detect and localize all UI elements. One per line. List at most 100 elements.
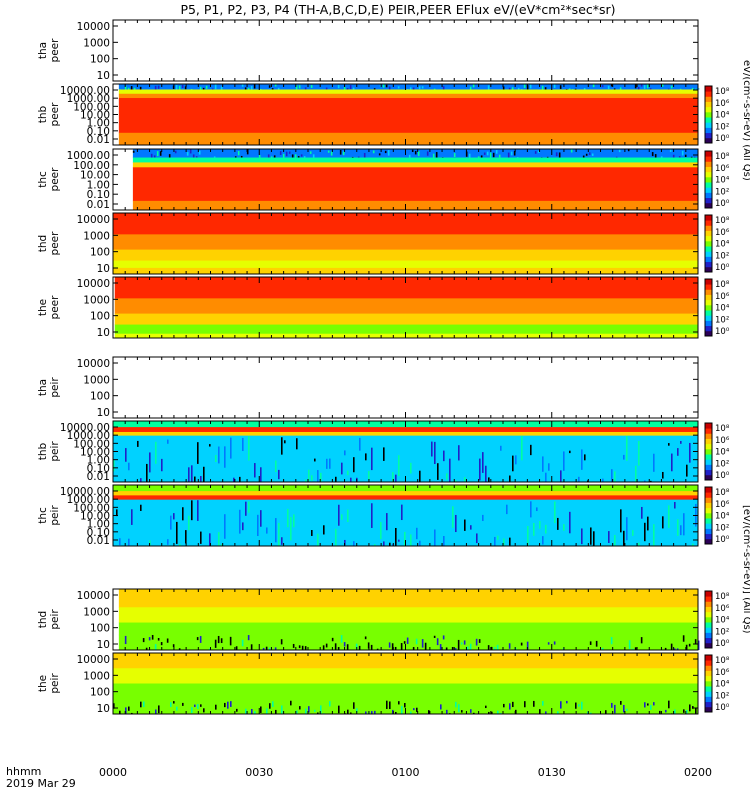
time-tick-label: 0000 xyxy=(99,766,127,779)
heatmap-band xyxy=(113,260,698,269)
colorbar-segment xyxy=(705,96,712,102)
panel-ylabel-probe: tha xyxy=(37,42,49,59)
heatmap-noise xyxy=(640,637,643,644)
heatmap-noise xyxy=(154,85,157,90)
heatmap-noise xyxy=(590,712,592,714)
heatmap-noise xyxy=(650,480,652,482)
heatmap-noise xyxy=(224,702,226,708)
colorbar-segment xyxy=(705,538,712,545)
heatmap-noise xyxy=(626,517,628,541)
heatmap-noise xyxy=(435,152,438,158)
heatmap-noise xyxy=(590,527,592,545)
panel-ylabel-instrument: peir xyxy=(49,609,61,630)
time-axis-label-date: 2019 Mar 29 xyxy=(6,777,76,790)
colorbar-tick-label: 10⁰ xyxy=(715,199,730,209)
heatmap-noise xyxy=(215,455,217,462)
y-tick-label: 10000 xyxy=(77,590,110,602)
heatmap-noise xyxy=(509,537,511,546)
colorbar-segment xyxy=(705,487,712,493)
heatmap-noise xyxy=(670,85,673,89)
heatmap-noise xyxy=(692,543,694,546)
heatmap-noise xyxy=(479,458,481,481)
heatmap-noise xyxy=(646,84,649,89)
heatmap-noise xyxy=(160,642,163,646)
heatmap-noise xyxy=(153,155,156,158)
heatmap-noise xyxy=(233,477,235,482)
heatmap-noise xyxy=(665,709,667,713)
heatmap-noise xyxy=(634,84,637,89)
colorbar-segment xyxy=(705,696,712,703)
heatmap-noise xyxy=(410,534,412,546)
heatmap-noise xyxy=(388,642,391,648)
heatmap-noise xyxy=(482,452,484,473)
heatmap-noise xyxy=(284,440,286,444)
time-tick-label: 0030 xyxy=(245,766,273,779)
heatmap-noise xyxy=(287,508,289,528)
heatmap-noise xyxy=(681,150,684,156)
panel-ylabel-instrument: peer xyxy=(49,167,61,192)
heatmap-noise xyxy=(140,701,142,708)
heatmap-noise xyxy=(275,709,277,714)
colorbar-segment xyxy=(705,225,712,231)
heatmap-noise xyxy=(424,642,427,650)
heatmap-noise xyxy=(322,645,325,650)
heatmap-noise xyxy=(326,458,328,469)
heatmap-noise xyxy=(308,469,310,482)
heatmap-noise xyxy=(235,646,238,650)
heatmap-noise xyxy=(329,701,331,707)
heatmap-noise xyxy=(585,153,588,156)
colorbar-tick-label: 10⁰ xyxy=(715,134,730,144)
heatmap-noise xyxy=(536,507,538,512)
heatmap-noise xyxy=(266,708,268,714)
panel-tha-peer: 10000 1000 100 10 tha peer xyxy=(37,19,699,82)
heatmap-noise xyxy=(671,453,673,472)
colorbar-segment xyxy=(705,691,712,697)
heatmap-noise xyxy=(694,639,697,645)
colorbar-segment xyxy=(705,528,712,535)
heatmap-noise xyxy=(489,152,492,158)
panel-ylabel-instrument: peir xyxy=(49,377,61,398)
heatmap-noise xyxy=(217,635,220,644)
colorbar-segment xyxy=(705,256,712,263)
heatmap-noise xyxy=(342,151,345,156)
heatmap-noise xyxy=(248,501,250,513)
colorbar-segment xyxy=(705,294,712,301)
heatmap-noise xyxy=(341,462,343,475)
heatmap-noise xyxy=(697,88,700,90)
heatmap-noise xyxy=(673,648,676,650)
heatmap-noise xyxy=(565,88,568,90)
colorbar-segment xyxy=(705,161,712,167)
heatmap-noise xyxy=(689,442,691,463)
heatmap-noise xyxy=(694,88,697,90)
heatmap-noise xyxy=(353,457,355,473)
heatmap-band xyxy=(113,431,698,437)
heatmap-noise xyxy=(358,645,361,650)
heatmap-noise xyxy=(262,647,265,650)
colorbar-segment xyxy=(705,240,712,247)
heatmap-noise xyxy=(143,701,145,708)
panel-ylabel-instrument: peer xyxy=(49,38,61,63)
heatmap-noise xyxy=(581,449,583,470)
colorbar-segment xyxy=(705,423,712,429)
heatmap-noise xyxy=(421,639,424,648)
heatmap-noise xyxy=(168,154,171,158)
panel-ylabel-probe: thb xyxy=(37,105,49,123)
colorbar-tick-label: 10⁶ xyxy=(715,99,730,109)
heatmap-noise xyxy=(383,541,385,546)
colorbar-segment xyxy=(705,443,712,450)
heatmap-noise xyxy=(350,712,352,714)
heatmap-noise xyxy=(503,538,505,546)
heatmap-noise xyxy=(347,709,349,714)
colorbar-segment xyxy=(705,166,712,173)
colorbar-segment xyxy=(705,192,712,199)
heatmap-noise xyxy=(373,88,376,90)
colorbar-tick-label: 10⁶ xyxy=(715,604,730,614)
panel-ylabel-instrument: peir xyxy=(49,441,61,462)
heatmap-noise xyxy=(272,701,274,707)
heatmap-noise xyxy=(297,156,300,158)
heatmap-noise xyxy=(470,709,472,713)
heatmap-noise xyxy=(195,156,198,158)
figure-title: P5, P1, P2, P3, P4 (TH-A,B,C,D,E) PEIR,P… xyxy=(180,2,615,17)
heatmap-noise xyxy=(537,150,540,153)
colorbar-segment xyxy=(705,171,712,178)
